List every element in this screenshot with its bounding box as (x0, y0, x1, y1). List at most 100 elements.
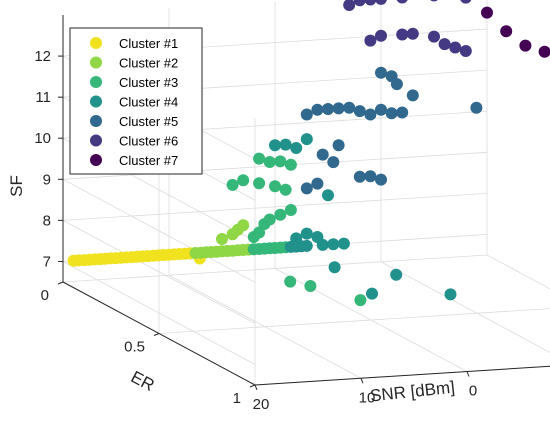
data-point-cluster-3 (279, 183, 292, 196)
y-tick (57, 281, 64, 285)
data-point-cluster-6 (375, 0, 387, 5)
data-point-cluster-5 (364, 108, 377, 121)
legend-label-cluster-4: Cluster #4 (119, 95, 178, 110)
data-point-cluster-4 (327, 238, 340, 251)
data-point-cluster-4 (279, 138, 292, 151)
data-point-cluster-4 (366, 287, 378, 300)
data-point-cluster-3 (354, 294, 367, 307)
x-tick (360, 378, 364, 384)
data-point-cluster-4 (300, 227, 313, 240)
data-point-cluster-3 (274, 155, 287, 168)
z-tick-label: 12 (34, 48, 51, 65)
grid-floor-y (254, 365, 550, 386)
data-point-cluster-5 (311, 103, 324, 116)
data-point-cluster-5 (300, 108, 313, 121)
data-point-cluster-5 (385, 107, 398, 120)
legend-label-cluster-3: Cluster #3 (119, 75, 178, 90)
data-point-cluster-6 (396, 28, 409, 41)
x-tick-label: 20 (253, 396, 270, 413)
legend-label-cluster-1: Cluster #1 (119, 36, 178, 51)
data-point-cluster-6 (459, 45, 472, 57)
data-point-cluster-4 (300, 133, 313, 146)
y-tick-label: 0.5 (124, 339, 145, 356)
data-point-cluster-5 (343, 101, 356, 114)
data-point-cluster-6 (375, 29, 387, 42)
data-point-cluster-3 (237, 174, 250, 187)
data-point-cluster-7 (500, 25, 513, 38)
grid-wall-z (62, 151, 488, 180)
data-point-cluster-5 (322, 103, 334, 115)
grid-side-z (62, 220, 256, 324)
y-tick (153, 333, 160, 336)
legend: Cluster #1 Cluster #2 Cluster #3 Cluster #4… (69, 27, 203, 175)
data-point-cluster-4 (337, 237, 350, 250)
data-point-cluster-6 (343, 0, 356, 11)
data-point-cluster-5 (396, 106, 409, 119)
legend-label-cluster-2: Cluster #2 (119, 56, 178, 71)
legend-marker-cluster-7 (90, 154, 102, 166)
legend-marker-cluster-3 (90, 76, 102, 88)
legend-marker-cluster-4 (90, 95, 102, 108)
legend-marker-cluster-6 (90, 134, 102, 147)
x-tick-label: 10 (359, 389, 376, 406)
data-point-cluster-6 (353, 0, 366, 7)
z-tick-label: 8 (43, 212, 51, 229)
data-point-cluster-5 (353, 170, 366, 183)
data-point-cluster-5 (375, 103, 387, 116)
data-point-cluster-2 (216, 233, 228, 245)
data-point-cluster-6 (396, 0, 408, 4)
x-tick (254, 384, 258, 391)
legend-label-cluster-6: Cluster #6 (119, 134, 178, 149)
grid-side-z (62, 178, 256, 283)
z-tick-label: 7 (43, 253, 51, 270)
data-point-cluster-6 (460, 0, 472, 4)
z-tick-label: 9 (43, 171, 51, 188)
data-point-cluster-5 (353, 105, 366, 118)
data-point-cluster-2 (237, 219, 250, 232)
data-point-cluster-5 (375, 173, 387, 186)
data-point-cluster-6 (430, 0, 438, 2)
grid-side-z (62, 261, 256, 365)
grid-floor-y (62, 254, 488, 283)
y-tick-label: 0 (41, 287, 49, 304)
data-point-cluster-5 (390, 78, 403, 91)
x-axis-label: SNR [dBm] (369, 378, 456, 406)
legend-label-cluster-7: Cluster #7 (119, 153, 178, 168)
data-point-cluster-3 (284, 158, 297, 171)
data-point-cluster-5 (311, 177, 324, 190)
x-tick (466, 371, 470, 377)
y-tick (249, 384, 256, 388)
data-point-cluster-5 (332, 139, 345, 152)
data-point-cluster-4 (328, 261, 341, 274)
z-tick-label: 11 (35, 89, 51, 106)
z-tick-label: 10 (34, 130, 51, 147)
x-tick-label: 0 (469, 383, 477, 400)
data-point-cluster-6 (428, 30, 440, 43)
data-point-cluster-4 (290, 142, 303, 154)
y-tick-label: 1 (233, 390, 241, 407)
data-point-cluster-5 (470, 101, 483, 114)
data-point-cluster-5 (316, 148, 329, 161)
data-point-cluster-4 (444, 288, 457, 301)
data-point-cluster-4 (300, 239, 313, 252)
data-point-cluster-3 (284, 204, 297, 216)
data-point-cluster-7 (538, 45, 550, 58)
data-point-cluster-6 (449, 41, 462, 54)
grid-floor-x (380, 261, 550, 353)
data-point-cluster-3 (253, 177, 266, 190)
z-axis-label: SF (7, 175, 26, 197)
data-point-cluster-3 (269, 180, 281, 193)
x-axis-line (254, 365, 550, 386)
data-point-cluster-3 (253, 152, 266, 165)
data-point-cluster-5 (375, 66, 387, 79)
points-layer (67, 0, 550, 307)
data-point-cluster-5 (327, 156, 340, 169)
data-point-cluster-7 (519, 39, 532, 52)
legend-label-cluster-5: Cluster #5 (119, 114, 178, 129)
legend-marker-cluster-5 (90, 115, 102, 127)
data-point-cluster-3 (263, 213, 276, 226)
data-point-cluster-6 (406, 27, 419, 40)
legend-marker-cluster-1 (90, 37, 102, 49)
legend-marker-cluster-2 (90, 56, 102, 69)
data-point-cluster-7 (481, 6, 493, 19)
